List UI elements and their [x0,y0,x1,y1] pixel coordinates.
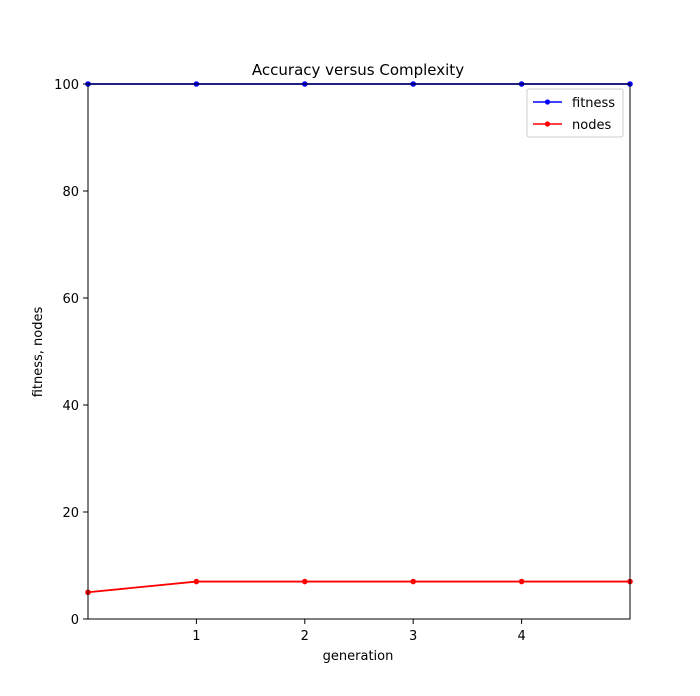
x-tick-label-2: 2 [301,629,309,644]
y-tick-label-100: 100 [54,78,79,93]
chart-title: Accuracy versus Complexity [252,61,464,79]
nodes-point-1 [193,578,200,585]
nodes-point-2 [302,578,308,585]
x-axis-label: generation [323,649,394,664]
nodes-point-4 [518,578,525,585]
x-tick-label-4: 4 [517,629,525,644]
legend-box [526,88,624,138]
x-tick-label-3: 3 [409,629,417,644]
y-tick-label-80: 80 [62,185,79,200]
y-tick-label-0: 0 [71,613,79,628]
y-tick-label-20: 20 [62,506,79,521]
legend-nodes-marker [544,121,551,127]
legend: fitness nodes [526,88,624,138]
y-tick-label-40: 40 [62,399,79,414]
x-tick-label-1: 1 [192,629,200,644]
legend-nodes-label: nodes [572,118,611,133]
legend-fitness-label: fitness [572,96,615,111]
nodes-point-3 [410,578,417,585]
axes-frame [87,83,631,620]
legend-fitness-marker [544,99,551,105]
y-tick-label-60: 60 [62,292,79,307]
nodes-series-line [87,580,631,594]
y-axis-label: fitness, nodes [31,307,46,398]
